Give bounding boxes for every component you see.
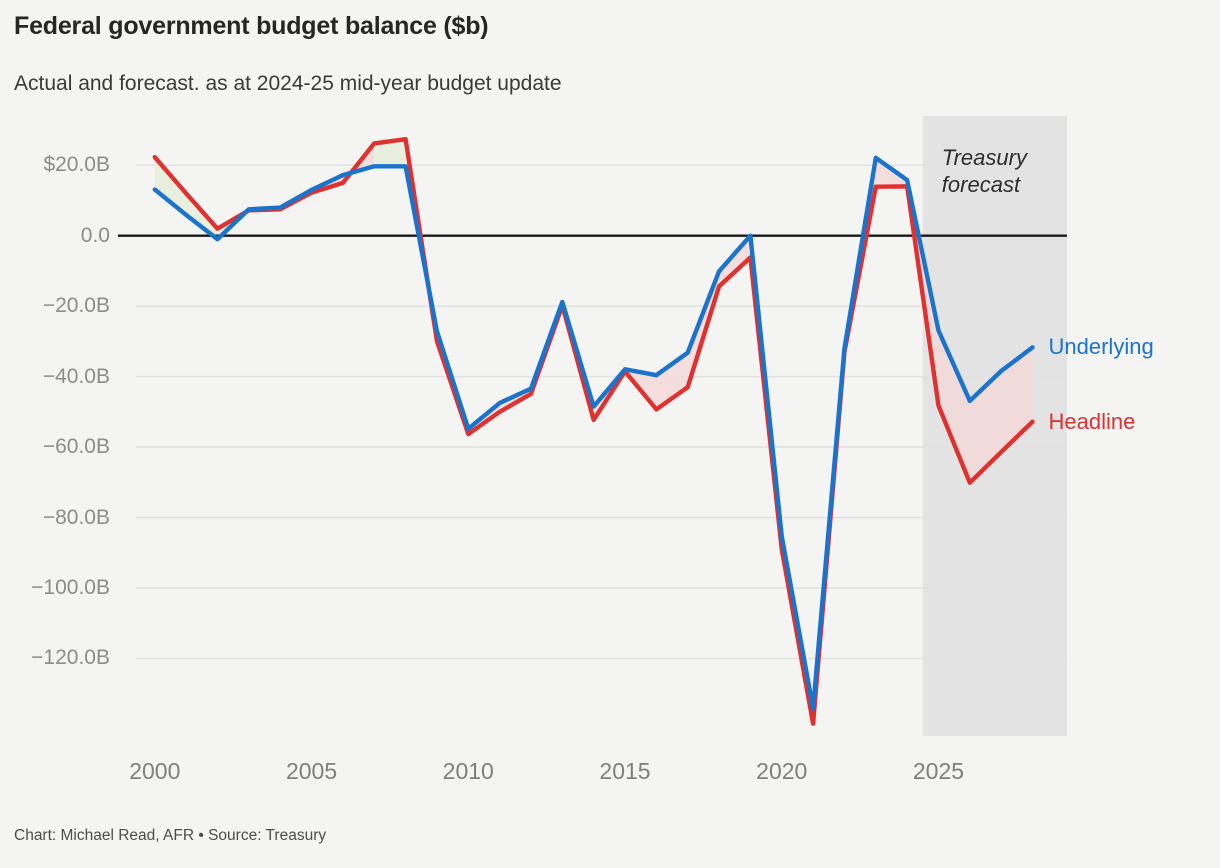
page-title: Federal government budget balance ($b) [14,12,489,40]
y-axis-tick-label: −100.0B [31,576,110,600]
x-axis-tick-label: 2005 [285,758,338,784]
y-axis-tick-label: 0.0 [80,223,110,247]
series-gap-fill [248,143,375,211]
y-axis-tick-label: −60.0B [42,435,110,459]
legend-label-underlying: Underlying [1048,334,1154,360]
x-axis-tick-label: 2015 [599,758,651,784]
y-axis-tick-label: $20.0B [43,153,110,177]
series-gap-fill [374,139,437,342]
page-subtitle: Actual and forecast. as at 2024-25 mid-y… [14,72,562,95]
y-axis-tick-label: −40.0B [42,364,110,388]
forecast-band-label-line2: forecast [941,171,1021,197]
legend-label-headline: Headline [1048,408,1136,434]
x-axis-tick-label: 2000 [129,758,181,784]
x-axis-tick-label: 2020 [756,758,808,784]
series-line-underlying [152,155,1035,711]
series-line-headline [152,136,1035,726]
y-axis-tick-label: −20.0B [42,294,110,318]
forecast-band-label-line1: Treasury [941,145,1027,170]
chart-credit: Chart: Michael Read, AFR • Source: Treas… [14,827,327,844]
forecast-band-label: Treasury forecast [942,145,1027,199]
series-gap-fill [154,157,249,240]
x-axis-tick-label: 2010 [442,758,494,784]
y-axis-tick-label: −80.0B [42,505,110,529]
y-axis-tick-label: −120.0B [31,646,110,670]
x-axis-tick-label: 2025 [912,758,965,784]
